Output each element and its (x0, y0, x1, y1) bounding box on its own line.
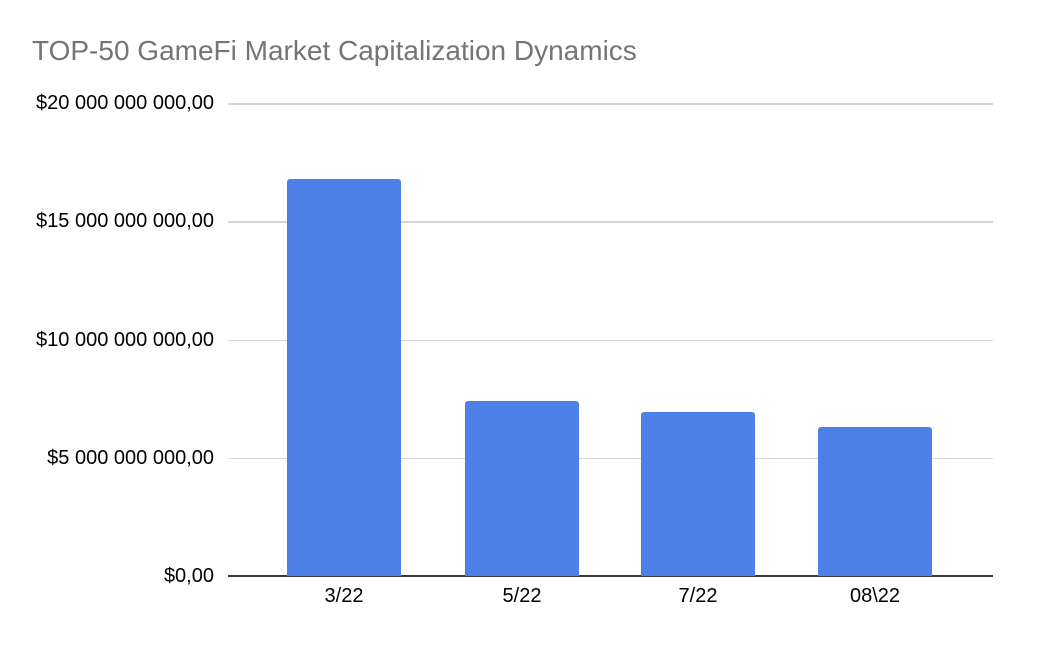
gridline-5b (228, 457, 993, 460)
bar-08-22 (818, 427, 932, 576)
bar-3-22 (287, 178, 401, 576)
gridline-15b (228, 221, 993, 223)
chart-title: TOP-50 GameFi Market Capitalization Dyna… (32, 35, 637, 66)
x-axis-tick-label-7-22: 7/22 (678, 585, 718, 607)
y-axis-tick-label-5b: $5 000 000 000,00 (47, 447, 214, 469)
gridline-20b (228, 103, 993, 105)
gridline-10b (228, 339, 993, 341)
x-axis-line (228, 575, 993, 577)
x-axis-tick-label-5-22: 5/22 (502, 585, 542, 607)
bar-5-22 (465, 401, 579, 576)
x-axis-tick-label-08-22: 08\22 (849, 585, 901, 607)
y-axis-tick-label-15b: $15 000 000 000,00 (36, 210, 214, 232)
y-axis-tick-label-10b: $10 000 000 000,00 (36, 329, 214, 351)
bar-7-22 (641, 411, 755, 576)
plot-area (228, 103, 993, 577)
x-axis-tick-label-3-22: 3/22 (324, 585, 364, 607)
y-axis-tick-label-20b: $20 000 000 000,00 (36, 92, 214, 114)
y-axis-tick-label-0: $0,00 (163, 565, 214, 587)
